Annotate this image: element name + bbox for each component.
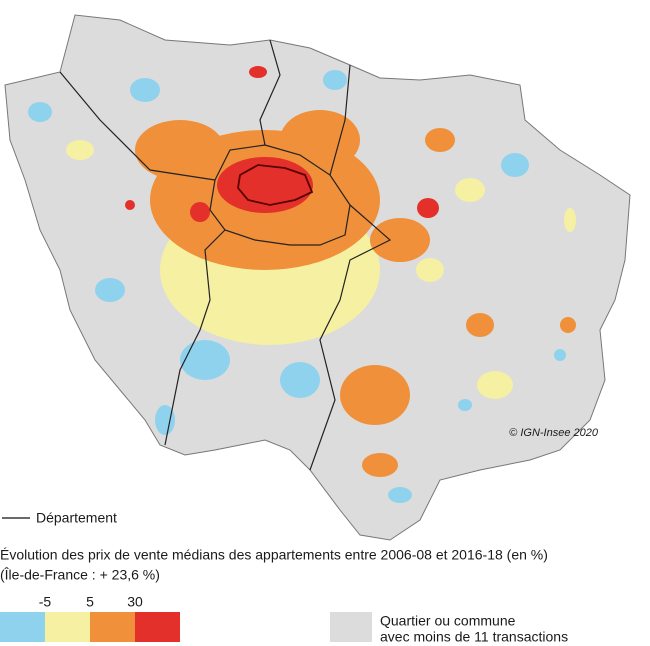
area xyxy=(28,102,52,122)
area xyxy=(560,317,576,333)
scale-swatch xyxy=(0,612,45,642)
scale-swatch xyxy=(90,612,135,642)
scale-swatch xyxy=(45,612,90,642)
no-data-label: avec moins de 11 transactions xyxy=(380,629,568,645)
area xyxy=(466,313,494,337)
color-scale: -5 5 30 xyxy=(0,594,180,642)
area xyxy=(280,110,360,170)
legend-subtitle: (Île-de-France : + 23,6 %) xyxy=(0,567,160,583)
no-data-swatch xyxy=(330,612,372,642)
area xyxy=(554,349,566,361)
area xyxy=(501,153,529,177)
area xyxy=(455,178,485,202)
paris-border xyxy=(237,164,314,206)
scale-label: -5 xyxy=(39,594,52,610)
credit: © IGN-Insee 2020 xyxy=(509,427,599,439)
legend-title: Évolution des prix de vente médians des … xyxy=(0,547,548,563)
area xyxy=(416,258,444,282)
area xyxy=(66,140,94,160)
area xyxy=(323,70,347,90)
area xyxy=(280,362,320,398)
area xyxy=(477,371,513,399)
area xyxy=(125,200,135,210)
area xyxy=(135,120,225,180)
area xyxy=(190,202,210,222)
area xyxy=(564,208,576,232)
scale-swatch xyxy=(135,612,180,642)
area xyxy=(425,128,455,152)
scale-label: 5 xyxy=(86,594,94,610)
area xyxy=(155,405,175,435)
scale-label: 30 xyxy=(127,594,143,610)
communes xyxy=(28,66,576,503)
legend-label: Département xyxy=(36,510,117,526)
map xyxy=(4,14,631,541)
no-data-label: Quartier ou commune xyxy=(380,613,516,629)
area xyxy=(417,198,439,218)
area xyxy=(217,157,313,213)
area xyxy=(130,78,160,102)
area xyxy=(249,66,267,78)
area xyxy=(340,365,410,425)
area xyxy=(458,399,472,411)
area xyxy=(362,453,398,477)
area xyxy=(180,340,230,380)
department-borders xyxy=(59,39,392,471)
department-border xyxy=(59,39,392,471)
area xyxy=(95,278,125,302)
area xyxy=(370,218,430,262)
area xyxy=(388,487,412,503)
